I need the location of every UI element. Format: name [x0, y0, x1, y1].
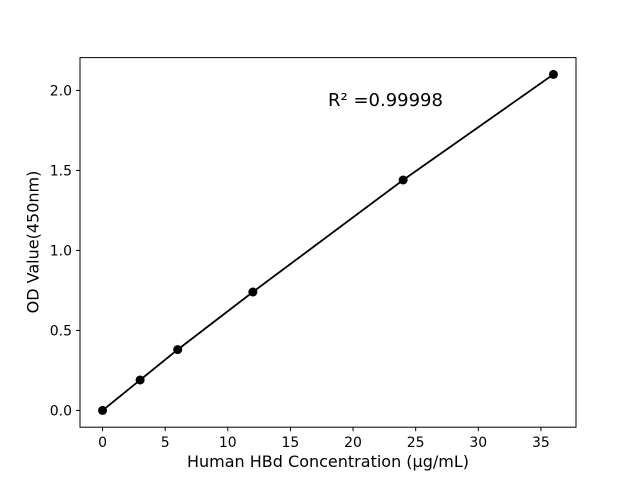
y-axis-label: OD Value(450nm) — [23, 170, 43, 314]
data-point — [135, 375, 145, 385]
x-tick-label: 0 — [98, 435, 107, 451]
data-point — [248, 287, 258, 297]
data-point — [98, 405, 108, 415]
x-tick-label: 10 — [219, 435, 237, 451]
x-tick-label: 25 — [407, 435, 425, 451]
x-tick-label: 30 — [469, 435, 487, 451]
data-point — [398, 175, 408, 185]
data-point — [173, 345, 183, 355]
x-tick-label: 35 — [532, 435, 550, 451]
data-point — [548, 69, 558, 79]
y-tick-label: 0.5 — [50, 323, 72, 339]
x-axis-label: Human HBd Concentration (μg/mL) — [186, 452, 470, 471]
y-tick-label: 2.0 — [50, 83, 72, 99]
x-tick-label: 15 — [282, 435, 300, 451]
y-tick-label: 1.5 — [50, 163, 72, 179]
y-tick-label: 1.0 — [50, 243, 72, 259]
x-tick-label: 5 — [161, 435, 170, 451]
y-tick-label: 0.0 — [50, 403, 72, 419]
r-squared-annotation: R² =0.99998 — [328, 90, 443, 111]
x-tick-label: 20 — [344, 435, 362, 451]
axes-box — [79, 57, 577, 428]
series-line — [101, 73, 555, 412]
